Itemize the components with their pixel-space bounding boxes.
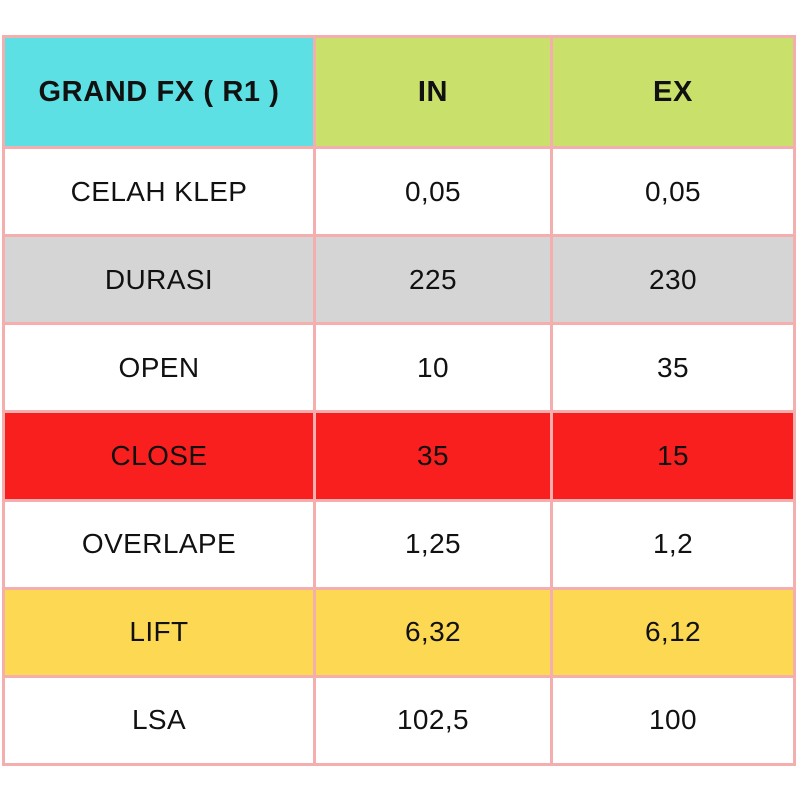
table-row: CLOSE 35 15: [2, 410, 796, 502]
table-row: OPEN 10 35: [2, 322, 796, 414]
cell-ex: 230: [550, 234, 796, 326]
cell-ex: 15: [550, 410, 796, 502]
cell-in: 6,32: [313, 586, 553, 678]
table-row: LSA 102,5 100: [2, 674, 796, 767]
cell-in: 35: [313, 410, 553, 502]
table-header: GRAND FX ( R1 ) IN EX: [2, 35, 796, 149]
cell-in: 225: [313, 234, 553, 326]
row-label: OPEN: [2, 322, 316, 414]
table-row: LIFT 6,32 6,12: [2, 586, 796, 678]
column-header-ex: EX: [550, 35, 796, 149]
column-header-in: IN: [313, 35, 553, 149]
cell-ex: 6,12: [550, 586, 796, 678]
cell-in: 1,25: [313, 498, 553, 590]
cell-in: 10: [313, 322, 553, 414]
row-label: DURASI: [2, 234, 316, 326]
cell-ex: 100: [550, 674, 796, 767]
table-row: DURASI 225 230: [2, 234, 796, 326]
cell-in: 0,05: [313, 145, 553, 238]
table-row: OVERLAPE 1,25 1,2: [2, 498, 796, 590]
row-label: LSA: [2, 674, 316, 767]
cell-ex: 35: [550, 322, 796, 414]
row-label: OVERLAPE: [2, 498, 316, 590]
cell-ex: 0,05: [550, 145, 796, 238]
cell-ex: 1,2: [550, 498, 796, 590]
table-title-cell: GRAND FX ( R1 ): [2, 35, 316, 149]
table-row: CELAH KLEP 0,05 0,05: [2, 145, 796, 238]
table-body: CELAH KLEP 0,05 0,05 DURASI 225 230 OPEN 10 35 CL…: [2, 145, 796, 767]
camshaft-spec-table: GRAND FX ( R1 ) IN EX CELAH KLEP 0,05 0,05…: [2, 35, 796, 767]
row-label: CLOSE: [2, 410, 316, 502]
row-label: CELAH KLEP: [2, 145, 316, 238]
row-label: LIFT: [2, 586, 316, 678]
cell-in: 102,5: [313, 674, 553, 767]
header-row: GRAND FX ( R1 ) IN EX: [2, 35, 796, 149]
